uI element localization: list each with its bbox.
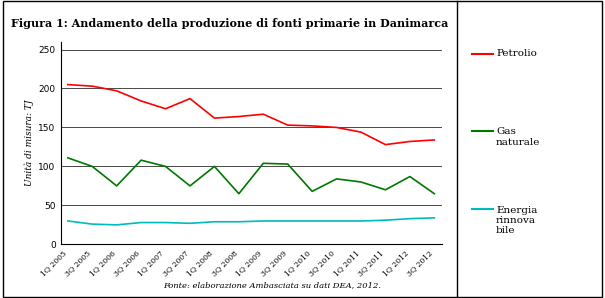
Text: Fonte: elaborazione Ambasciata su dati DEA, 2012.: Fonte: elaborazione Ambasciata su dati D… xyxy=(163,281,381,289)
Text: Petrolio: Petrolio xyxy=(496,49,537,58)
Text: Figura 1: Andamento della produzione di fonti primarie in Danimarca: Figura 1: Andamento della produzione di … xyxy=(11,18,448,29)
Text: Energia
rinnova
bile: Energia rinnova bile xyxy=(496,206,537,235)
Text: Gas
naturale: Gas naturale xyxy=(496,127,540,147)
Y-axis label: Unità di misura: TJ: Unità di misura: TJ xyxy=(25,100,34,186)
